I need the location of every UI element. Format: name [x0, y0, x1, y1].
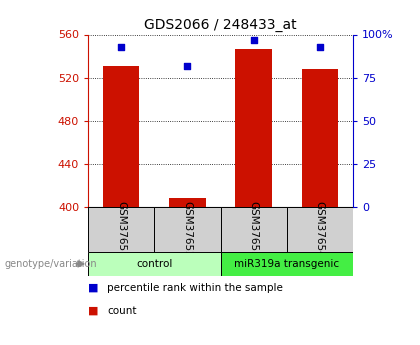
Bar	[88, 252, 220, 276]
Bar	[302, 69, 338, 207]
Bar	[220, 207, 286, 252]
Text: GSM37652: GSM37652	[182, 201, 192, 258]
Text: GSM37651: GSM37651	[116, 201, 126, 258]
Text: GSM37654: GSM37654	[315, 201, 325, 258]
Bar	[286, 207, 353, 252]
Bar	[88, 207, 155, 252]
Text: percentile rank within the sample: percentile rank within the sample	[107, 283, 283, 293]
Text: ■: ■	[88, 283, 99, 293]
Point	[316, 44, 323, 49]
Text: miR319a transgenic: miR319a transgenic	[234, 259, 339, 269]
Point	[184, 63, 191, 68]
Bar	[155, 207, 220, 252]
Title: GDS2066 / 248433_at: GDS2066 / 248433_at	[144, 18, 297, 32]
Text: ■: ■	[88, 306, 99, 315]
Point	[250, 37, 257, 42]
Text: GSM37653: GSM37653	[249, 201, 259, 258]
Text: genotype/variation: genotype/variation	[4, 259, 97, 269]
Text: control: control	[136, 259, 173, 269]
Bar	[235, 49, 272, 207]
Bar	[169, 198, 206, 207]
Bar	[220, 252, 353, 276]
Point	[118, 44, 125, 49]
Bar	[103, 66, 139, 207]
Text: count: count	[107, 306, 136, 315]
